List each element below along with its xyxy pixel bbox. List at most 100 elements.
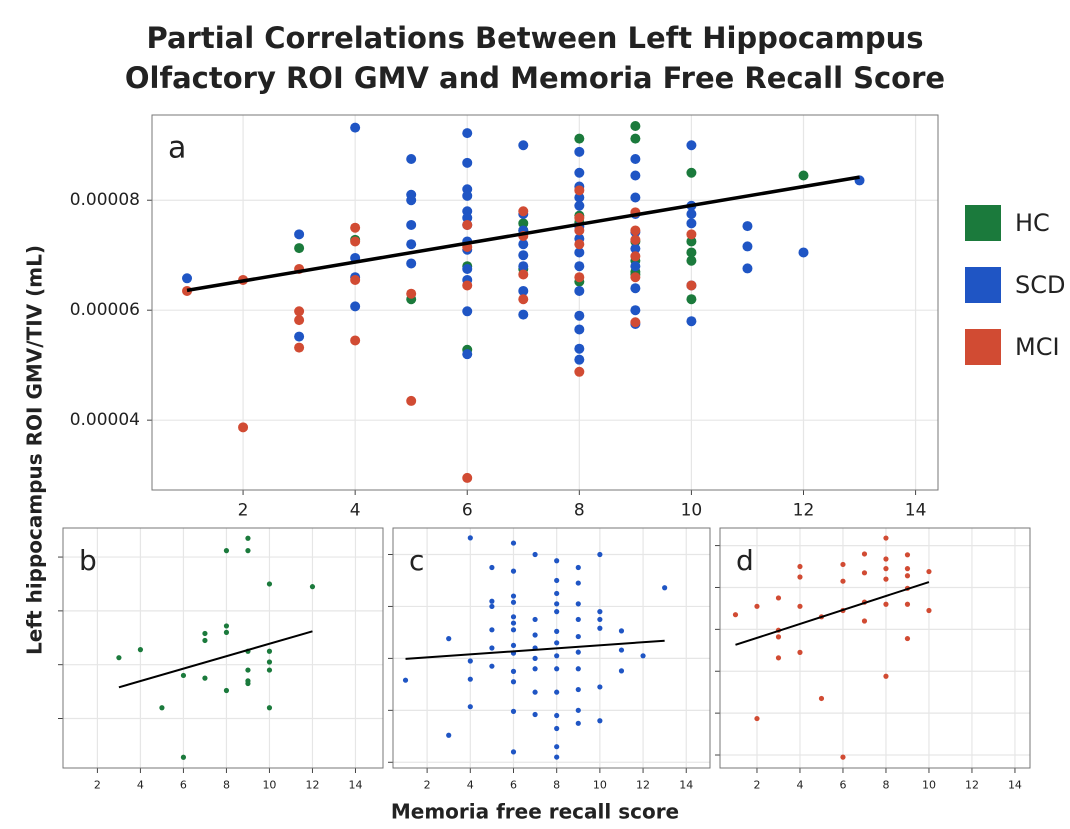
- point: [406, 288, 417, 299]
- point: [554, 754, 560, 760]
- plot-frame: [719, 527, 1031, 769]
- point: [489, 627, 495, 633]
- x-tick-label: 14: [905, 501, 927, 521]
- x-tick-label: 12: [793, 501, 815, 521]
- point: [597, 718, 603, 724]
- x-tick-label: 14: [348, 779, 362, 792]
- point: [662, 585, 668, 591]
- point: [630, 272, 641, 283]
- point: [597, 684, 603, 690]
- point: [574, 261, 585, 272]
- point: [137, 647, 144, 653]
- point: [574, 225, 585, 236]
- point: [518, 285, 529, 296]
- point: [574, 146, 585, 157]
- point: [518, 206, 529, 217]
- point: [630, 234, 641, 245]
- point: [597, 625, 603, 631]
- x-tick-label: 4: [796, 779, 803, 792]
- point: [630, 192, 641, 203]
- regression-line: [405, 639, 665, 660]
- x-tick-label: 14: [1008, 779, 1022, 792]
- x-tick-label: 10: [262, 779, 276, 792]
- point: [574, 310, 585, 321]
- point: [883, 556, 889, 562]
- point: [266, 667, 273, 673]
- point: [510, 593, 517, 599]
- point: [554, 628, 560, 634]
- point: [554, 558, 560, 564]
- point: [294, 229, 305, 240]
- point: [180, 754, 187, 760]
- point: [840, 754, 846, 760]
- x-tick-label: 8: [553, 779, 560, 792]
- x-tick-label: 4: [350, 501, 361, 521]
- point: [489, 564, 495, 571]
- point: [732, 612, 739, 618]
- point: [446, 636, 452, 642]
- point: [518, 269, 529, 280]
- panel-label: b: [79, 544, 97, 577]
- point: [467, 535, 473, 541]
- point: [406, 239, 417, 250]
- point: [406, 153, 417, 164]
- point: [294, 315, 305, 326]
- plot-background: [152, 115, 938, 490]
- point: [462, 190, 473, 201]
- point: [775, 655, 782, 661]
- point: [532, 689, 538, 695]
- x-tick-label: 6: [510, 779, 517, 792]
- point: [797, 563, 803, 570]
- point: [904, 635, 911, 642]
- point: [510, 599, 517, 605]
- point: [575, 616, 581, 623]
- point: [238, 422, 249, 433]
- point: [510, 642, 517, 649]
- point: [489, 603, 495, 610]
- point: [574, 133, 585, 144]
- point: [489, 598, 495, 604]
- point: [575, 649, 581, 655]
- point: [223, 629, 230, 635]
- point: [883, 576, 889, 582]
- point: [575, 686, 581, 693]
- point: [467, 704, 473, 710]
- point: [518, 218, 529, 229]
- regression-line: [735, 581, 930, 646]
- point: [575, 633, 581, 640]
- x-tick-label: 10: [681, 501, 703, 521]
- panel-label: d: [736, 544, 754, 577]
- point: [510, 614, 517, 620]
- point: [630, 283, 641, 294]
- regression-line: [186, 175, 860, 293]
- point: [462, 212, 473, 223]
- point: [406, 219, 417, 230]
- x-tick-label: 4: [467, 779, 474, 792]
- point: [510, 620, 517, 626]
- point: [861, 618, 868, 624]
- point: [266, 648, 273, 654]
- point: [575, 666, 581, 672]
- x-tick-label: 2: [238, 501, 249, 521]
- legend-swatch: [965, 329, 1001, 365]
- point: [742, 263, 753, 274]
- point: [518, 294, 529, 305]
- point: [861, 570, 868, 576]
- point: [554, 640, 560, 646]
- x-tick-label: 2: [424, 779, 431, 792]
- point: [202, 637, 208, 644]
- point: [798, 170, 809, 181]
- point: [554, 689, 560, 695]
- point: [462, 219, 473, 230]
- point: [686, 229, 697, 240]
- x-tick-label: 12: [965, 779, 979, 792]
- point: [350, 301, 361, 312]
- point: [926, 568, 932, 575]
- point: [467, 658, 473, 664]
- y-tick-label: 0.00008: [70, 190, 140, 210]
- x-axis-label: Memoria free recall score: [391, 800, 679, 824]
- point: [630, 317, 641, 328]
- point: [574, 366, 585, 377]
- point: [574, 354, 585, 365]
